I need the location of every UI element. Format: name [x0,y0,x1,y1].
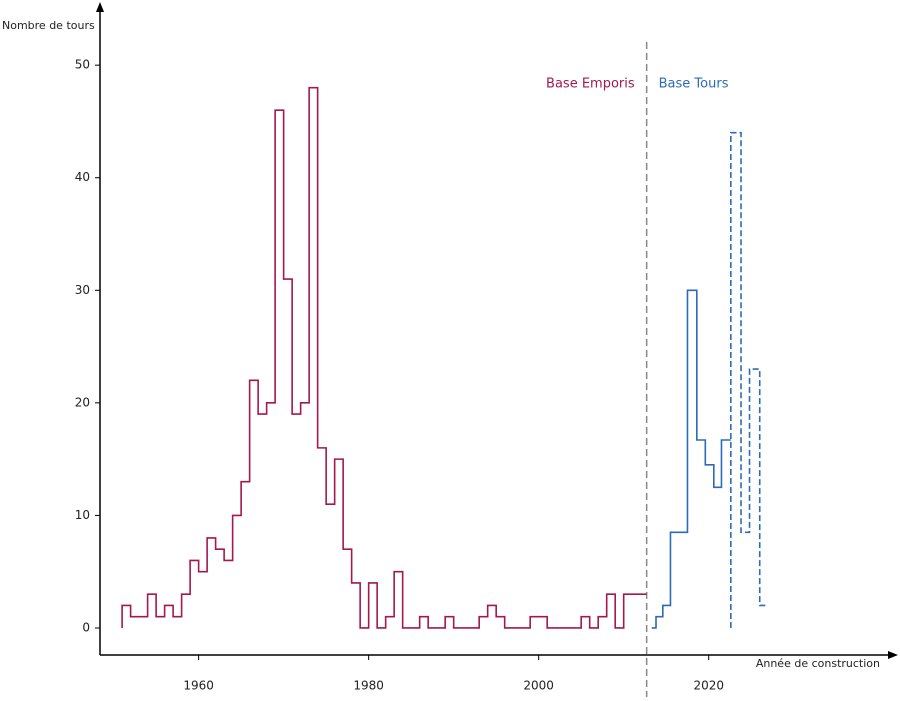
y-tick-label: 50 [75,58,90,72]
y-tick-label: 0 [82,620,90,634]
x-tick-label: 2000 [523,679,554,693]
annotation: Base Tours [659,77,729,92]
y-tick-label: 30 [75,283,90,297]
x-arrow [888,651,898,659]
y-tick-label: 10 [75,508,90,522]
y-tick-label: 40 [75,170,90,184]
y-arrow [96,2,104,12]
y-axis-label: Nombre de tours [2,19,95,32]
step-line [730,131,766,628]
y-tick-label: 20 [75,395,90,409]
annotation: Base Emporis [546,77,635,92]
step-line [651,289,731,629]
x-tick-label: 1960 [183,679,214,693]
step-line [121,86,647,629]
x-tick-label: 2020 [693,679,724,693]
x-tick-label: 1980 [353,679,384,693]
x-axis-label: Année de construction [756,657,880,670]
